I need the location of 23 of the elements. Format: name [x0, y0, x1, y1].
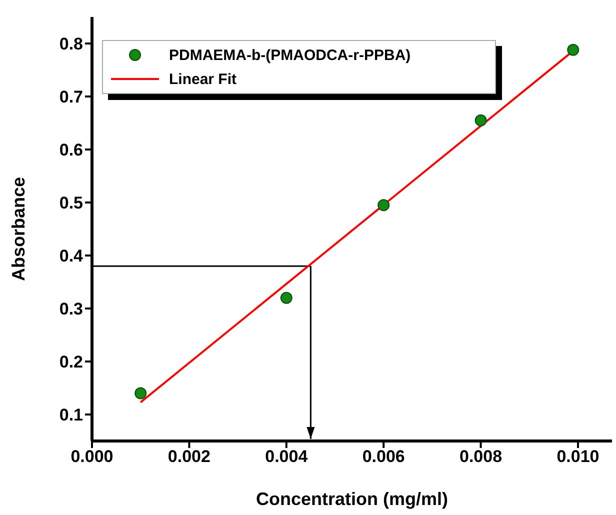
y-tick-label: 0.4 — [59, 246, 84, 266]
point — [378, 199, 390, 212]
point — [280, 292, 292, 304]
y-tick-label: 0.2 — [59, 352, 83, 372]
x-tick-label: 0.004 — [265, 447, 308, 466]
y-tick-label: 0.8 — [59, 34, 83, 54]
y-tick-label: 0.3 — [59, 300, 83, 319]
y-tick-label: 0.6 — [59, 140, 83, 160]
y-tick-label: 0.7 — [59, 88, 83, 107]
point — [134, 387, 147, 400]
x-tick-label: 0.006 — [362, 447, 405, 466]
point — [474, 114, 487, 126]
x-tick-label: 0.002 — [168, 447, 210, 466]
y-axis-title: Absorbance — [8, 176, 28, 282]
legend-label: Linear Fit — [169, 70, 237, 88]
y-tick-label: 0.5 — [59, 194, 83, 213]
legend-label: PDMAEMA-b-(PMAODCA-r-PPBA) — [169, 46, 411, 64]
point — [567, 44, 580, 56]
x-tick-label: 0.008 — [460, 447, 502, 466]
x-axis-title: Concentration (mg/ml) — [256, 489, 448, 509]
y-tick-label: 0.1 — [59, 406, 83, 425]
x-tick-label: 0.000 — [70, 447, 114, 466]
x-tick-label: 0.010 — [556, 447, 600, 466]
